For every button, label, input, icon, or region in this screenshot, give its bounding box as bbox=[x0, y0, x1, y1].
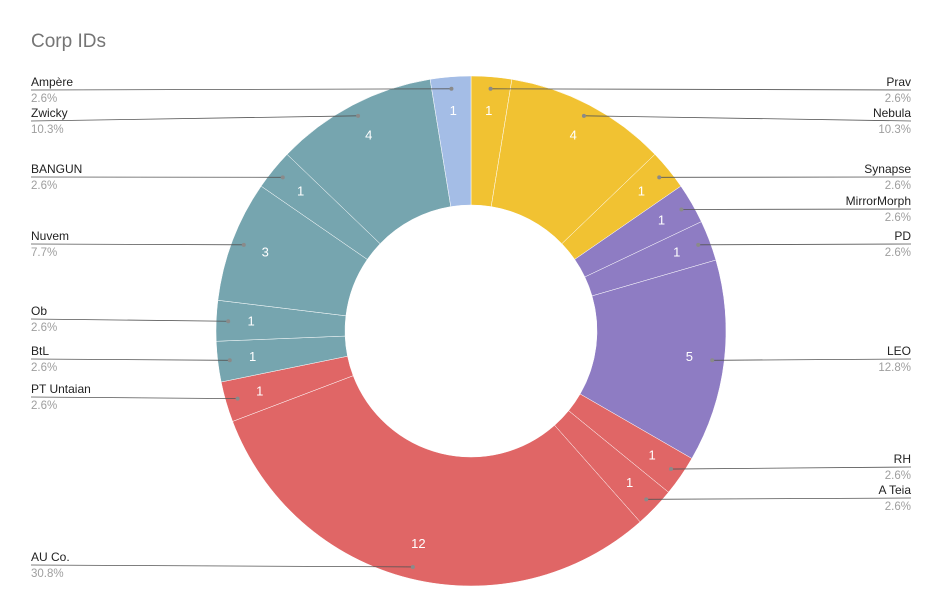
leader-dot-ob bbox=[226, 319, 231, 324]
leader-line-rh bbox=[670, 466, 912, 470]
value-label-zwicky: 4 bbox=[365, 128, 372, 143]
leader-dot-btl bbox=[227, 358, 232, 363]
percent-label-au-co: 30.8% bbox=[31, 568, 64, 580]
leader-line-a-teia bbox=[646, 497, 912, 500]
category-label-mirrormorph: MirrorMorph bbox=[846, 194, 911, 208]
category-label-pd: PD bbox=[894, 229, 911, 243]
value-label-mirrormorph: 1 bbox=[658, 212, 665, 227]
category-label-rh: RH bbox=[894, 452, 911, 466]
category-label-au-co: AU Co. bbox=[31, 550, 70, 564]
category-label-zwicky: Zwicky bbox=[31, 106, 68, 120]
category-label-amp-re: Ampère bbox=[31, 75, 73, 89]
value-label-a-teia: 1 bbox=[626, 475, 633, 490]
value-label-nebula: 4 bbox=[570, 128, 577, 143]
leader-dot-au-co bbox=[410, 564, 415, 569]
percent-label-amp-re: 2.6% bbox=[31, 93, 57, 105]
category-label-btl: BtL bbox=[31, 344, 49, 358]
leader-line-nuvem bbox=[30, 243, 244, 246]
leader-line-ob bbox=[30, 318, 229, 322]
category-label-nebula: Nebula bbox=[873, 106, 911, 120]
percent-label-mirrormorph: 2.6% bbox=[885, 212, 911, 224]
leader-line-nebula bbox=[583, 115, 912, 122]
value-label-leo: 5 bbox=[686, 349, 693, 364]
percent-label-a-teia: 2.6% bbox=[885, 501, 911, 513]
leader-dot-nuvem bbox=[241, 242, 246, 247]
percent-label-bangun: 2.6% bbox=[31, 180, 57, 192]
value-label-au-co: 12 bbox=[411, 536, 425, 551]
percent-label-ob: 2.6% bbox=[31, 322, 57, 334]
leader-line-mirrormorph bbox=[681, 208, 912, 210]
leader-line-zwicky bbox=[30, 115, 359, 122]
leader-dot-zwicky bbox=[356, 113, 361, 118]
value-label-synapse: 1 bbox=[638, 183, 645, 198]
leader-line-amp-re bbox=[30, 88, 452, 91]
leader-dot-rh bbox=[668, 467, 673, 472]
chart-title: Corp IDs bbox=[31, 31, 106, 52]
value-label-pd: 1 bbox=[673, 244, 680, 259]
category-label-nuvem: Nuvem bbox=[31, 229, 69, 243]
leader-line-pt-untaian bbox=[30, 396, 238, 400]
percent-label-pt-untaian: 2.6% bbox=[31, 400, 57, 412]
category-label-pt-untaian: PT Untaian bbox=[31, 382, 91, 396]
leader-dot-mirrormorph bbox=[679, 207, 684, 212]
percent-label-btl: 2.6% bbox=[31, 362, 57, 374]
category-label-ob: Ob bbox=[31, 304, 47, 318]
category-label-bangun: BANGUN bbox=[31, 162, 82, 176]
value-label-prav: 1 bbox=[485, 103, 492, 118]
value-label-rh: 1 bbox=[648, 447, 655, 462]
leader-line-btl bbox=[30, 358, 230, 361]
leader-line-leo bbox=[712, 358, 912, 361]
leader-line-pd bbox=[698, 243, 912, 246]
value-label-nuvem: 3 bbox=[262, 244, 269, 259]
percent-label-nebula: 10.3% bbox=[878, 124, 911, 136]
percent-label-prav: 2.6% bbox=[885, 93, 911, 105]
slice-amp-re bbox=[429, 75, 472, 207]
leader-dot-prav bbox=[488, 86, 493, 91]
leader-dot-leo bbox=[710, 358, 715, 363]
percent-label-nuvem: 7.7% bbox=[31, 247, 57, 259]
leader-line-au-co bbox=[30, 564, 413, 568]
leader-dot-pd bbox=[696, 242, 701, 247]
percent-label-rh: 2.6% bbox=[885, 470, 911, 482]
value-label-amp-re: 1 bbox=[450, 103, 457, 118]
category-label-leo: LEO bbox=[887, 344, 911, 358]
leader-dot-synapse bbox=[657, 175, 662, 180]
value-label-ob: 1 bbox=[248, 314, 255, 329]
value-label-pt-untaian: 1 bbox=[256, 384, 263, 399]
category-label-prav: Prav bbox=[886, 75, 911, 89]
category-label-synapse: Synapse bbox=[864, 162, 911, 176]
percent-label-zwicky: 10.3% bbox=[31, 124, 64, 136]
value-label-btl: 1 bbox=[249, 349, 256, 364]
slice-au-co bbox=[232, 375, 641, 587]
leader-dot-bangun bbox=[280, 175, 285, 180]
percent-label-pd: 2.6% bbox=[885, 247, 911, 259]
category-label-a-teia: A Teia bbox=[879, 483, 912, 497]
leader-dot-nebula bbox=[581, 113, 586, 118]
leader-line-prav bbox=[490, 88, 912, 91]
leader-dot-pt-untaian bbox=[235, 396, 240, 401]
percent-label-synapse: 2.6% bbox=[885, 180, 911, 192]
percent-label-leo: 12.8% bbox=[878, 362, 911, 374]
leader-dot-amp-re bbox=[449, 86, 454, 91]
leader-dot-a-teia bbox=[644, 497, 649, 502]
value-label-bangun: 1 bbox=[297, 183, 304, 198]
slice-leo bbox=[579, 259, 727, 459]
